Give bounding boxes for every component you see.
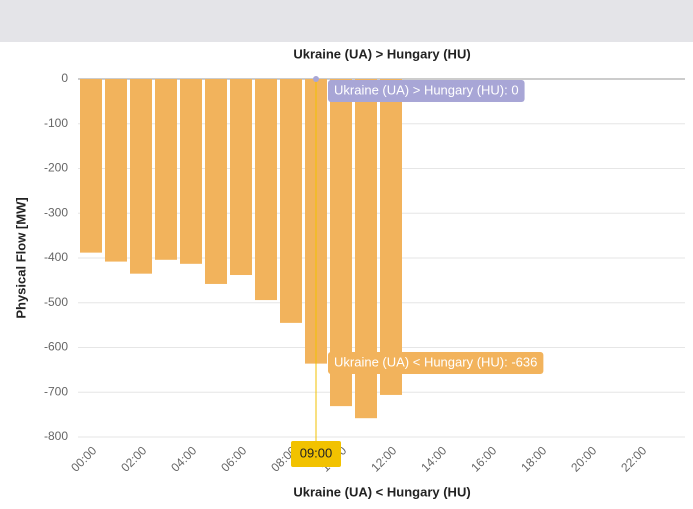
- y-tick-label: -700: [44, 384, 68, 398]
- bar: [280, 79, 302, 323]
- y-tick-label: -100: [44, 116, 68, 130]
- bar: [255, 79, 277, 301]
- y-tick-label: -400: [44, 250, 68, 264]
- x-tick-label: 22:00: [618, 443, 649, 474]
- crosshair-label: 09:00: [300, 445, 333, 460]
- y-tick-label: -800: [44, 429, 68, 443]
- y-tick-label: -200: [44, 161, 68, 175]
- bar: [330, 79, 352, 407]
- y-tick-label: 0: [61, 71, 68, 85]
- x-tick-label: 20:00: [568, 443, 599, 474]
- crosshair-label-box: [291, 441, 341, 467]
- header-bar: [0, 0, 693, 42]
- x-tick-label: 06:00: [218, 443, 249, 474]
- x-tick-label: 00:00: [68, 443, 99, 474]
- bar: [180, 79, 202, 264]
- bar: [355, 79, 377, 419]
- y-tick-label: -500: [44, 295, 68, 309]
- tooltip-box: [328, 352, 544, 374]
- bar: [205, 79, 227, 284]
- hover-point: [313, 76, 319, 82]
- tooltip-box: [328, 80, 525, 102]
- x-tick-label: 14:00: [418, 443, 449, 474]
- bar: [130, 79, 152, 274]
- y-tick-label: -300: [44, 205, 68, 219]
- tooltip-text: Ukraine (UA) < Hungary (HU): -636: [334, 354, 537, 369]
- bar: [230, 79, 252, 276]
- x-tick-label: 04:00: [168, 443, 199, 474]
- x-tick-label: 02:00: [118, 443, 149, 474]
- bar: [380, 79, 402, 395]
- bar: [155, 79, 177, 260]
- x-axis-label: Ukraine (UA) < Hungary (HU): [293, 484, 470, 499]
- tooltip-text: Ukraine (UA) > Hungary (HU): 0: [334, 82, 519, 97]
- bar: [105, 79, 127, 262]
- chart-title: Ukraine (UA) > Hungary (HU): [293, 46, 470, 61]
- x-tick-label: 16:00: [468, 443, 499, 474]
- x-tick-label: 12:00: [368, 443, 399, 474]
- x-tick-label: 18:00: [518, 443, 549, 474]
- y-axis-label: Physical Flow [MW]: [13, 197, 28, 318]
- y-tick-label: -600: [44, 340, 68, 354]
- bar: [80, 79, 102, 253]
